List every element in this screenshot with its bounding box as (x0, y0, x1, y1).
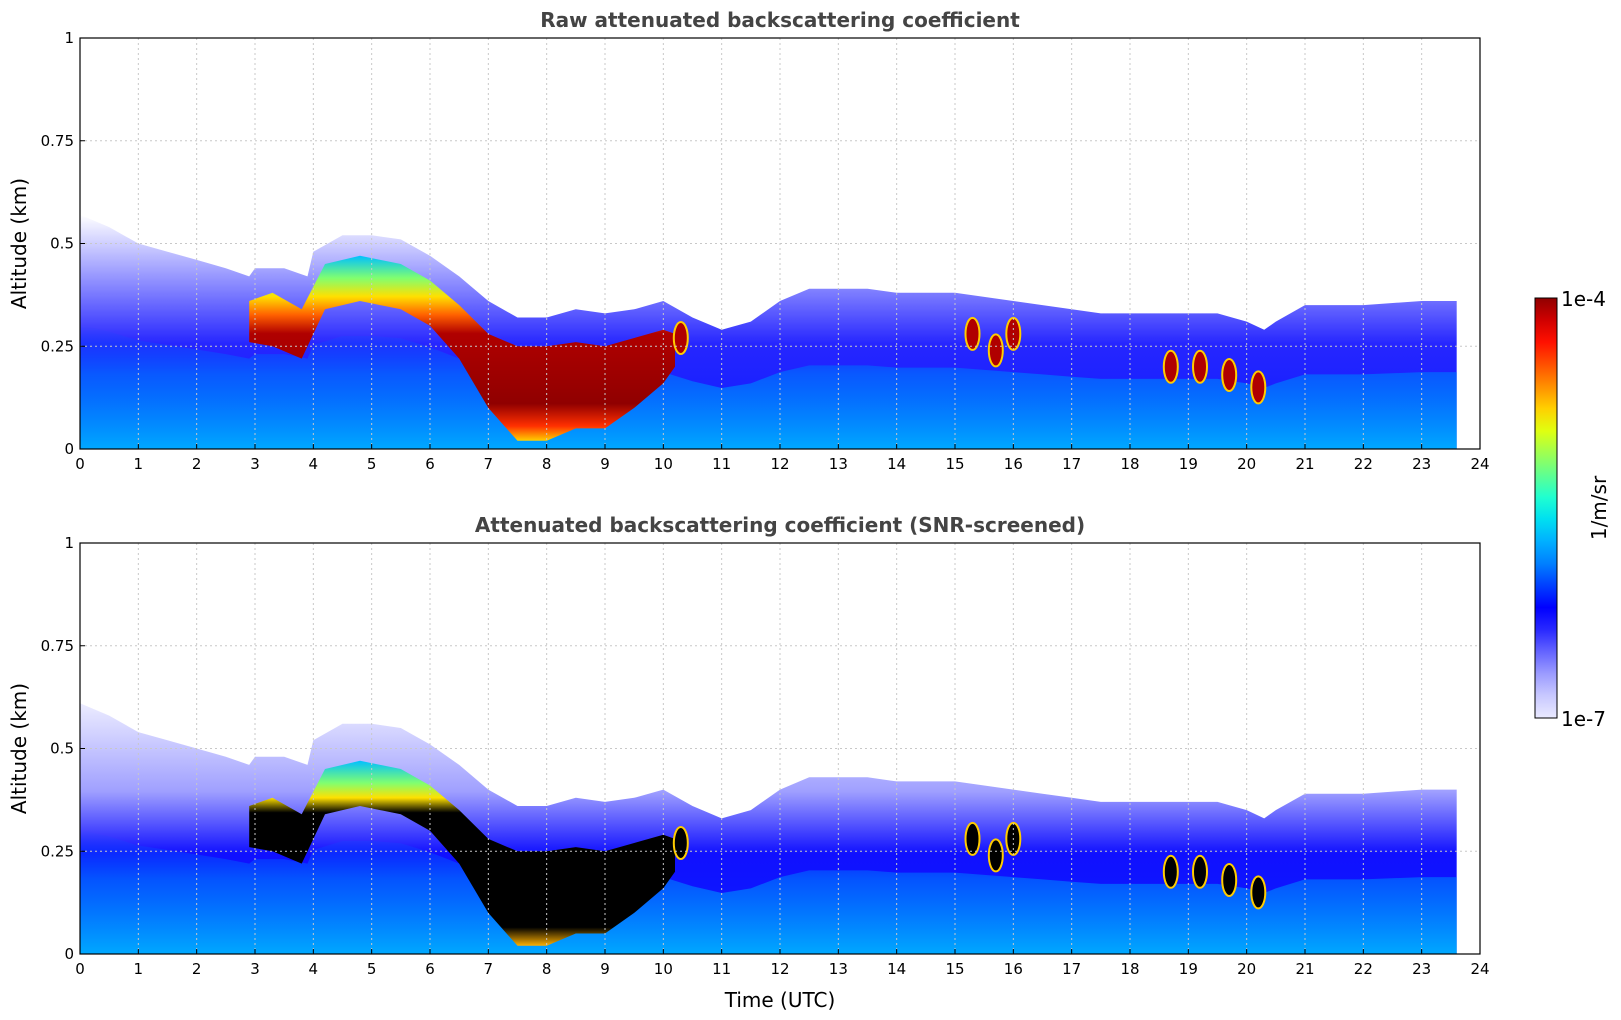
colorbar-bar (1534, 297, 1558, 719)
near-surface-layer (80, 829, 1457, 954)
low-cloud (987, 838, 1004, 873)
x-tick-label: 12 (770, 455, 789, 473)
x-tick-label: 14 (887, 960, 906, 978)
x-tick-label: 17 (1062, 960, 1081, 978)
low-cloud (1221, 863, 1238, 897)
x-tick-label: 12 (770, 960, 789, 978)
panel-screened-heatmap (80, 703, 1457, 954)
colorbar-min-label: 1e-7 (1561, 707, 1606, 731)
low-cloud (987, 333, 1004, 368)
x-tick-label: 15 (945, 960, 964, 978)
panel-raw-grid (80, 38, 1480, 449)
panel-screened-xlabel: Time (UTC) (724, 988, 836, 1012)
x-tick-label: 9 (600, 455, 610, 473)
x-tick-label: 21 (1295, 960, 1314, 978)
low-cloud (1192, 854, 1208, 889)
y-tick-label: 0 (64, 440, 74, 458)
low-cloud (672, 826, 689, 860)
x-tick-label: 8 (542, 960, 552, 978)
x-tick-label: 0 (75, 455, 85, 473)
near-surface-layer (80, 324, 1457, 449)
x-tick-label: 19 (1179, 960, 1198, 978)
x-tick-label: 4 (309, 455, 319, 473)
x-tick-label: 11 (712, 455, 731, 473)
y-tick-label: 1 (64, 534, 74, 552)
y-tick-label: 0.5 (50, 740, 74, 758)
colorbar-max-label: 1e-4 (1561, 287, 1606, 311)
x-tick-label: 2 (192, 455, 202, 473)
x-tick-label: 0 (75, 960, 85, 978)
x-tick-label: 21 (1295, 455, 1314, 473)
panel-raw: Raw attenuated backscattering coefficien… (7, 8, 1490, 473)
panel-raw-ticks: 0 1 2 3 4 5 6 7 8 9 10 11 12 13 14 15 16 17 18 19 20 21 22 23 24… (41, 29, 1490, 473)
x-tick-label: 19 (1179, 455, 1198, 473)
panel-screened: Attenuated backscattering coefficient (S… (7, 513, 1490, 1012)
x-tick-label: 9 (600, 960, 610, 978)
x-tick-label: 2 (192, 960, 202, 978)
x-tick-label: 7 (484, 455, 494, 473)
x-tick-label: 16 (1004, 455, 1023, 473)
x-tick-label: 18 (1120, 455, 1139, 473)
x-tick-label: 13 (829, 960, 848, 978)
x-tick-label: 24 (1470, 960, 1489, 978)
x-tick-label: 14 (887, 455, 906, 473)
x-tick-label: 22 (1354, 455, 1373, 473)
aerosol-layer (249, 255, 675, 441)
x-tick-label: 4 (309, 960, 319, 978)
panel-screened-title: Attenuated backscattering coefficient (S… (475, 513, 1085, 537)
x-tick-label: 23 (1412, 960, 1431, 978)
x-tick-label: 10 (654, 455, 673, 473)
x-tick-label: 24 (1470, 455, 1489, 473)
x-tick-label: 6 (425, 455, 435, 473)
aerosol-layer (249, 760, 675, 946)
colorbar: 1e-4 1e-7 1/m/sr (1534, 287, 1611, 731)
y-tick-label: 0 (64, 945, 74, 963)
x-tick-label: 3 (250, 455, 260, 473)
x-tick-label: 13 (829, 455, 848, 473)
x-tick-label: 1 (134, 455, 144, 473)
x-tick-label: 11 (712, 960, 731, 978)
low-cloud (672, 321, 689, 355)
x-tick-label: 7 (484, 960, 494, 978)
x-tick-label: 10 (654, 960, 673, 978)
y-tick-label: 0.25 (41, 337, 74, 355)
y-tick-label: 0.75 (41, 132, 74, 150)
x-tick-label: 18 (1120, 960, 1139, 978)
x-tick-label: 17 (1062, 455, 1081, 473)
x-tick-label: 22 (1354, 960, 1373, 978)
low-cloud (1162, 854, 1179, 889)
low-cloud (1250, 370, 1267, 405)
x-tick-label: 20 (1237, 960, 1256, 978)
low-cloud (964, 821, 981, 856)
x-tick-label: 3 (250, 960, 260, 978)
x-tick-label: 6 (425, 960, 435, 978)
low-cloud (1192, 349, 1208, 384)
x-tick-label: 5 (367, 455, 377, 473)
y-tick-label: 0.25 (41, 842, 74, 860)
panel-screened-ticks: 0 1 2 3 4 5 6 7 8 9 10 11 12 13 14 15 16 17 18 19 20 21 22 23 24… (41, 534, 1490, 978)
low-cloud (964, 316, 981, 351)
panel-screened-grid (80, 543, 1480, 954)
panel-raw-heatmap (80, 214, 1457, 449)
low-cloud (1250, 875, 1267, 910)
x-tick-label: 5 (367, 960, 377, 978)
low-cloud (1221, 358, 1238, 392)
x-tick-label: 20 (1237, 455, 1256, 473)
panel-raw-title: Raw attenuated backscattering coefficien… (540, 8, 1020, 32)
x-tick-label: 23 (1412, 455, 1431, 473)
low-cloud (1162, 349, 1179, 384)
y-tick-label: 0.5 (50, 235, 74, 253)
x-tick-label: 8 (542, 455, 552, 473)
x-tick-label: 15 (945, 455, 964, 473)
y-tick-label: 0.75 (41, 637, 74, 655)
panel-screened-ylabel: Altitude (km) (7, 683, 31, 814)
x-tick-label: 16 (1004, 960, 1023, 978)
y-tick-label: 1 (64, 29, 74, 47)
x-tick-label: 1 (134, 960, 144, 978)
colorbar-unit-label: 1/m/sr (1587, 475, 1611, 540)
panel-raw-ylabel: Altitude (km) (7, 178, 31, 309)
